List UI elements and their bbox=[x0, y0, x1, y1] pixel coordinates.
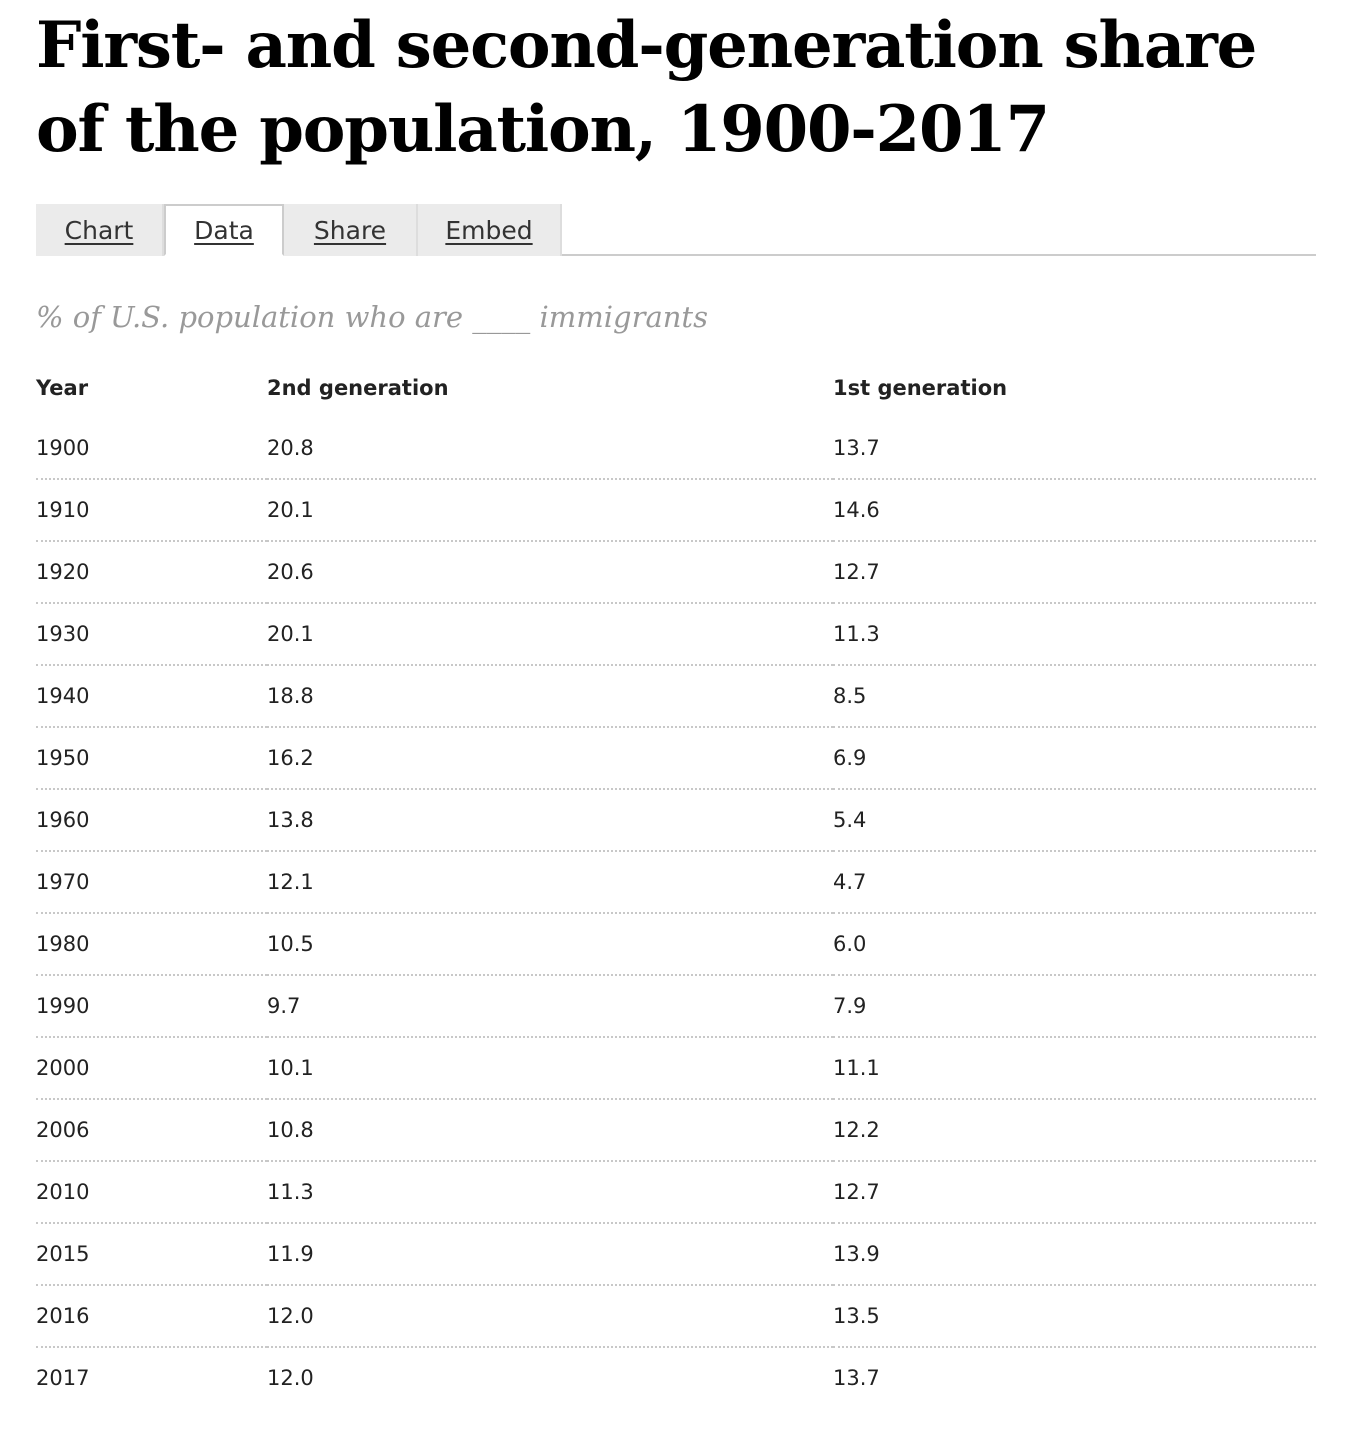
cell-1st-generation: 13.7 bbox=[833, 1366, 880, 1390]
cell-1st-generation: 11.3 bbox=[833, 603, 1316, 666]
table-row: 1930 20.1 11.3 bbox=[36, 603, 1316, 666]
cell-2nd-generation: 20.1 bbox=[267, 603, 833, 666]
cell-1st-generation: 14.6 bbox=[833, 479, 1316, 542]
cell-year: 2006 bbox=[36, 1099, 267, 1162]
table-row: 1900 20.8 13.7 bbox=[36, 418, 1316, 480]
table-row: 2017 12.0 13.7 bbox=[36, 1347, 1316, 1408]
cell-2nd-generation: 10.1 bbox=[267, 1037, 833, 1100]
table-row: 1970 12.1 4.7 bbox=[36, 851, 1316, 914]
table-row: 1960 13.8 5.4 bbox=[36, 789, 1316, 852]
table-subtitle: % of U.S. population who are ____ immigr… bbox=[36, 300, 708, 334]
table-header-row: Year 2nd generation 1st generation bbox=[36, 358, 1316, 418]
cell-1st-generation: 7.9 bbox=[833, 975, 1316, 1038]
page-title: First- and second-generation share of th… bbox=[36, 8, 1257, 167]
cell-1st-generation: 13.9 bbox=[833, 1223, 1316, 1286]
page: First- and second-generation share of th… bbox=[36, 0, 1316, 1390]
cell-2nd-generation: 12.0 bbox=[267, 1285, 833, 1348]
cell-year: 1990 bbox=[36, 975, 267, 1038]
cell-2nd-generation: 11.9 bbox=[267, 1223, 833, 1286]
table-row: 2010 11.3 12.7 bbox=[36, 1161, 1316, 1224]
cell-2nd-generation: 13.8 bbox=[267, 789, 833, 852]
table-row: 1990 9.7 7.9 bbox=[36, 975, 1316, 1038]
cell-year: 2000 bbox=[36, 1037, 267, 1100]
tab-embed[interactable]: Embed bbox=[418, 204, 562, 256]
cell-2nd-generation: 20.6 bbox=[267, 541, 833, 604]
cell-2nd-generation: 20.1 bbox=[267, 479, 833, 542]
tab-data[interactable]: Data bbox=[164, 204, 284, 256]
cell-2nd-generation: 20.8 bbox=[267, 418, 833, 480]
tab-chart[interactable]: Chart bbox=[36, 204, 164, 256]
cell-year: 1980 bbox=[36, 913, 267, 976]
cell-2nd-generation: 16.2 bbox=[267, 727, 833, 790]
table-row: 2016 12.0 13.5 bbox=[36, 1285, 1316, 1348]
cell-year: 2017 bbox=[36, 1366, 90, 1390]
cell-1st-generation: 4.7 bbox=[833, 851, 1316, 914]
cell-year: 1930 bbox=[36, 603, 267, 666]
table-row: 1920 20.6 12.7 bbox=[36, 541, 1316, 604]
header-1st-generation: 1st generation bbox=[833, 376, 1008, 400]
cell-1st-generation: 13.7 bbox=[833, 418, 1316, 480]
cell-year: 2015 bbox=[36, 1223, 267, 1286]
cell-1st-generation: 11.1 bbox=[833, 1037, 1316, 1100]
cell-2nd-generation: 9.7 bbox=[267, 975, 833, 1038]
header-year: Year bbox=[36, 376, 89, 400]
cell-1st-generation: 8.5 bbox=[833, 665, 1316, 728]
cell-year: 1900 bbox=[36, 418, 267, 480]
cell-1st-generation: 13.5 bbox=[833, 1285, 1316, 1348]
cell-1st-generation: 12.2 bbox=[833, 1099, 1316, 1162]
table-row: 2000 10.1 11.1 bbox=[36, 1037, 1316, 1100]
cell-2nd-generation: 12.1 bbox=[267, 851, 833, 914]
cell-2nd-generation: 10.8 bbox=[267, 1099, 833, 1162]
cell-1st-generation: 12.7 bbox=[833, 1161, 1316, 1224]
cell-year: 1910 bbox=[36, 479, 267, 542]
cell-year: 1960 bbox=[36, 789, 267, 852]
cell-year: 1920 bbox=[36, 541, 267, 604]
table-row: 1980 10.5 6.0 bbox=[36, 913, 1316, 976]
header-2nd-generation: 2nd generation bbox=[267, 376, 449, 400]
cell-year: 1940 bbox=[36, 665, 267, 728]
cell-year: 1970 bbox=[36, 851, 267, 914]
cell-year: 2016 bbox=[36, 1285, 267, 1348]
cell-year: 1950 bbox=[36, 727, 267, 790]
data-table: Year 2nd generation 1st generation 1900 2… bbox=[36, 358, 1316, 1408]
table-row: 1950 16.2 6.9 bbox=[36, 727, 1316, 790]
table-row: 2015 11.9 13.9 bbox=[36, 1223, 1316, 1286]
cell-1st-generation: 6.9 bbox=[833, 727, 1316, 790]
cell-2nd-generation: 11.3 bbox=[267, 1161, 833, 1224]
table-row: 2006 10.8 12.2 bbox=[36, 1099, 1316, 1162]
cell-1st-generation: 12.7 bbox=[833, 541, 1316, 604]
tab-share[interactable]: Share bbox=[284, 204, 418, 256]
cell-1st-generation: 6.0 bbox=[833, 913, 1316, 976]
table-row: 1940 18.8 8.5 bbox=[36, 665, 1316, 728]
cell-2nd-generation: 12.0 bbox=[267, 1366, 314, 1390]
tab-bar: Chart Data Share Embed bbox=[36, 204, 1316, 256]
cell-1st-generation: 5.4 bbox=[833, 789, 1316, 852]
table-row: 1910 20.1 14.6 bbox=[36, 479, 1316, 542]
cell-2nd-generation: 10.5 bbox=[267, 913, 833, 976]
cell-year: 2010 bbox=[36, 1161, 267, 1224]
cell-2nd-generation: 18.8 bbox=[267, 665, 833, 728]
